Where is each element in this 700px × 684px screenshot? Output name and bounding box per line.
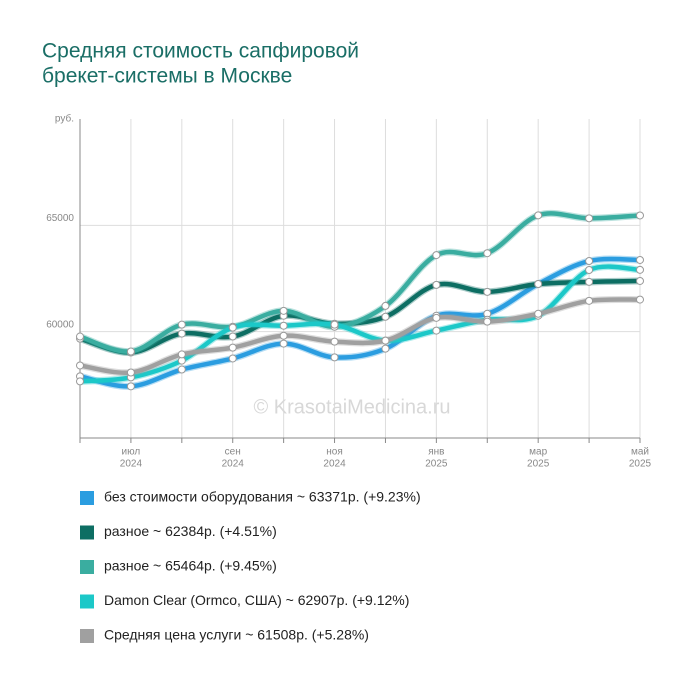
data-point	[483, 249, 492, 258]
data-point	[177, 365, 186, 374]
data-point	[585, 265, 594, 274]
data-point	[432, 251, 441, 260]
data-point	[636, 211, 644, 220]
x-tick-label: мар	[529, 447, 547, 458]
x-tick-label: 2024	[323, 459, 346, 470]
series-line	[77, 297, 643, 376]
data-point	[636, 295, 644, 304]
legend-swatch	[80, 491, 94, 505]
data-point	[76, 332, 84, 341]
x-tick-label: янв	[428, 447, 444, 458]
data-point	[381, 301, 390, 310]
data-point	[432, 313, 441, 322]
data-point	[279, 331, 288, 340]
data-point	[177, 350, 186, 359]
data-point	[126, 347, 135, 356]
x-tick-label: 2024	[222, 459, 245, 470]
data-point	[279, 306, 288, 315]
data-point	[330, 353, 339, 362]
data-point	[636, 276, 644, 285]
legend-label: без стоимости оборудования ~ 63371р. (+9…	[104, 489, 421, 505]
data-point	[126, 368, 135, 377]
data-point	[381, 312, 390, 321]
x-tick-label: сен	[225, 447, 241, 458]
data-point	[534, 211, 543, 220]
data-point	[432, 326, 441, 335]
x-tick-label: 2024	[120, 459, 143, 470]
y-axis-label: руб.	[55, 113, 74, 125]
data-point	[381, 344, 390, 353]
data-point	[76, 377, 84, 386]
data-point	[330, 337, 339, 346]
legend-label: разное ~ 62384р. (+4.51%)	[104, 523, 277, 539]
data-point	[432, 280, 441, 289]
chart-title: брекет-системы в Москве	[42, 65, 292, 88]
data-point	[381, 336, 390, 345]
legend-label: Средняя цена услуги ~ 61508р. (+5.28%)	[104, 627, 369, 643]
data-point	[585, 257, 594, 266]
x-tick-label: 2025	[527, 459, 550, 470]
data-point	[279, 321, 288, 330]
watermark: © KrasotaiMedicina.ru	[253, 396, 450, 418]
data-point	[483, 287, 492, 296]
y-tick-label: 60000	[46, 319, 74, 330]
data-point	[228, 343, 237, 352]
data-point	[228, 354, 237, 363]
data-point	[279, 339, 288, 348]
data-point	[534, 280, 543, 289]
data-point	[585, 214, 594, 223]
data-point	[177, 329, 186, 338]
data-point	[534, 309, 543, 318]
data-point	[636, 265, 644, 274]
data-point	[585, 277, 594, 286]
data-point	[330, 320, 339, 329]
data-point	[483, 317, 492, 326]
x-tick-label: 2025	[629, 459, 652, 470]
y-tick-label: 65000	[46, 213, 74, 224]
data-point	[76, 361, 84, 370]
x-tick-label: июл	[122, 447, 141, 458]
legend-swatch	[80, 560, 94, 574]
data-point	[228, 323, 237, 332]
x-tick-label: 2025	[425, 459, 448, 470]
legend-label: Damon Clear (Ormco, США) ~ 62907р. (+9.1…	[104, 592, 409, 608]
x-tick-label: ноя	[326, 447, 343, 458]
data-point	[228, 332, 237, 341]
legend-label: разное ~ 65464р. (+9.45%)	[104, 558, 277, 574]
legend-swatch	[80, 629, 94, 643]
chart-title: Средняя стоимость сапфировой	[42, 40, 359, 63]
legend-swatch	[80, 525, 94, 540]
legend-swatch	[80, 594, 94, 609]
x-tick-label: май	[631, 447, 649, 458]
data-point	[636, 255, 644, 264]
data-point	[177, 320, 186, 329]
data-point	[126, 382, 135, 391]
data-point	[585, 296, 594, 305]
